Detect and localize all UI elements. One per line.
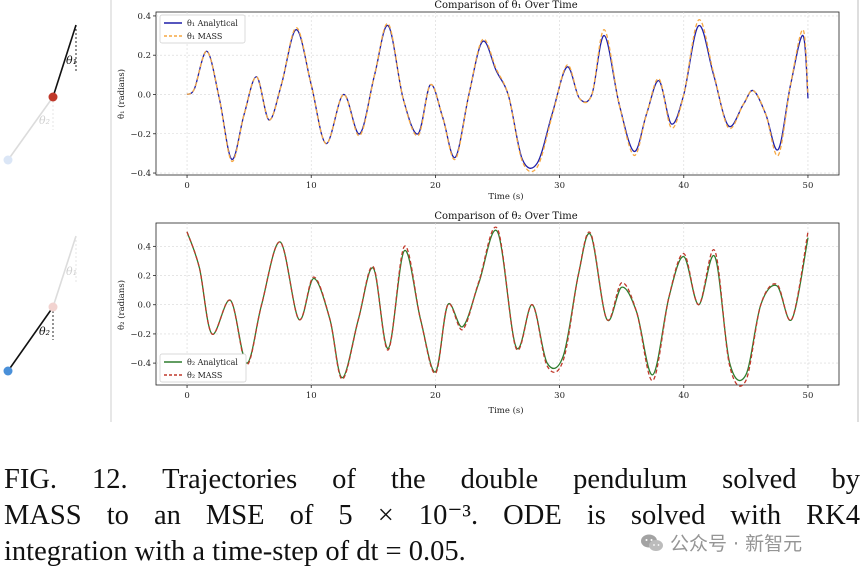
legend-label-theta1-mass: θ₁ MASS	[187, 32, 222, 41]
pendulum-bottom-bob2	[3, 366, 13, 376]
x-tick-label: 50	[803, 181, 814, 191]
pendulum-bottom: θ₁ θ₂	[3, 235, 77, 376]
figure: θ₁ θ₂ θ₁ θ₂ Comparison of θ₁ Over Time 0…	[3, 0, 859, 422]
x-tick-label: 20	[430, 391, 441, 401]
series-line-1-0	[186, 229, 809, 382]
chart-theta2-xlabel: Time (s)	[488, 405, 523, 416]
chart-theta2-title: Comparison of θ₂ Over Time	[434, 211, 577, 222]
legend-label-theta1-analytical: θ₁ Analytical	[187, 19, 238, 28]
series-line-1-1	[186, 226, 809, 387]
legend-label-theta2-analytical: θ₂ Analytical	[187, 358, 238, 367]
pendulum-top-label-2: θ₂	[39, 114, 50, 127]
caption-line-2: MASS to an MSE of 5 × 10⁻³. ODE is solve…	[4, 500, 860, 531]
pendulum-bottom-label-2: θ₂	[39, 325, 50, 338]
x-tick-label: 10	[306, 391, 317, 401]
y-tick-label: −0.4	[130, 169, 151, 179]
pendulum-top-arm2	[7, 96, 54, 161]
chart-theta1-ylabel: θ₁ (radians)	[116, 69, 127, 119]
y-tick-label: 0.4	[137, 12, 151, 22]
x-tick-label: 0	[184, 181, 189, 191]
chart-theta2-ylabel: θ₂ (radians)	[116, 280, 127, 330]
watermark-text: 公众号 · 新智元	[670, 533, 803, 555]
x-tick-label: 10	[306, 181, 317, 191]
pendulum-top-arm1	[52, 24, 77, 98]
pendulum-bottom-arm2	[7, 306, 54, 372]
chart-theta2-lines	[186, 226, 809, 387]
x-tick-label: 30	[554, 391, 565, 401]
x-tick-label: 0	[184, 391, 189, 401]
chart-theta1-legend: θ₁ Analytical θ₁ MASS	[159, 14, 246, 44]
x-tick-label: 20	[430, 181, 441, 191]
pendulum-top-bob2	[3, 155, 13, 165]
x-tick-label: 40	[678, 181, 689, 191]
figure-svg: θ₁ θ₂ θ₁ θ₂ Comparison of θ₁ Over Time 0…	[3, 0, 859, 422]
caption-line-1: FIG. 12. Trajectories of the double pend…	[4, 464, 860, 495]
y-tick-label: 0.2	[137, 272, 151, 282]
chart-theta1-xlabel: Time (s)	[488, 191, 523, 202]
y-tick-label: 0.2	[137, 51, 151, 61]
series-line-0-1	[186, 19, 809, 173]
chart-theta1-frame	[155, 11, 840, 176]
chart-theta1: Comparison of θ₁ Over Time 0 10 20 30 40 50 −0…	[116, 0, 840, 202]
chart-theta1-lines	[186, 19, 809, 173]
chart-theta2: Comparison of θ₂ Over Time 0 10 20 30 40 50 −0…	[116, 211, 840, 416]
legend-label-theta2-mass: θ₂ MASS	[187, 371, 222, 380]
y-tick-label: 0.4	[137, 242, 151, 252]
chart-theta2-ticks: 0 10 20 30 40 50 −0.4 −0.2 0.0 0.2 0.4	[130, 242, 813, 401]
y-tick-label: −0.2	[130, 130, 151, 140]
caption-line-3: integration with a time-step of dt = 0.0…	[4, 536, 466, 567]
chart-theta2-grid	[156, 223, 839, 385]
y-tick-label: 0.0	[137, 90, 151, 100]
x-tick-label: 30	[554, 181, 565, 191]
x-tick-label: 40	[678, 391, 689, 401]
pendulum-top-bob1	[48, 92, 58, 102]
chart-theta1-ticks: 0 10 20 30 40 50 −0.4 −0.2 0.0 0.2 0.4	[130, 12, 813, 191]
pendulum-top: θ₁ θ₂	[3, 24, 77, 165]
chart-theta2-legend: θ₂ Analytical θ₂ MASS	[159, 353, 247, 383]
y-tick-label: 0.0	[137, 301, 151, 311]
wechat-icon	[641, 534, 663, 551]
watermark: 公众号 · 新智元	[640, 529, 802, 556]
y-tick-label: −0.4	[130, 359, 151, 369]
pendulum-bottom-label-1: θ₁	[66, 265, 77, 278]
x-tick-label: 50	[803, 391, 814, 401]
chart-theta1-grid	[156, 12, 839, 175]
figure-caption: FIG. 12. Trajectories of the double pend…	[4, 462, 860, 570]
chart-theta2-frame	[155, 222, 840, 386]
pendulum-top-label-1: θ₁	[66, 54, 77, 67]
y-tick-label: −0.2	[130, 330, 151, 340]
pendulum-bottom-bob1	[48, 302, 58, 312]
series-line-0-0	[186, 25, 809, 169]
chart-theta1-title: Comparison of θ₁ Over Time	[434, 0, 577, 11]
pendulum-bottom-arm1	[52, 235, 77, 308]
